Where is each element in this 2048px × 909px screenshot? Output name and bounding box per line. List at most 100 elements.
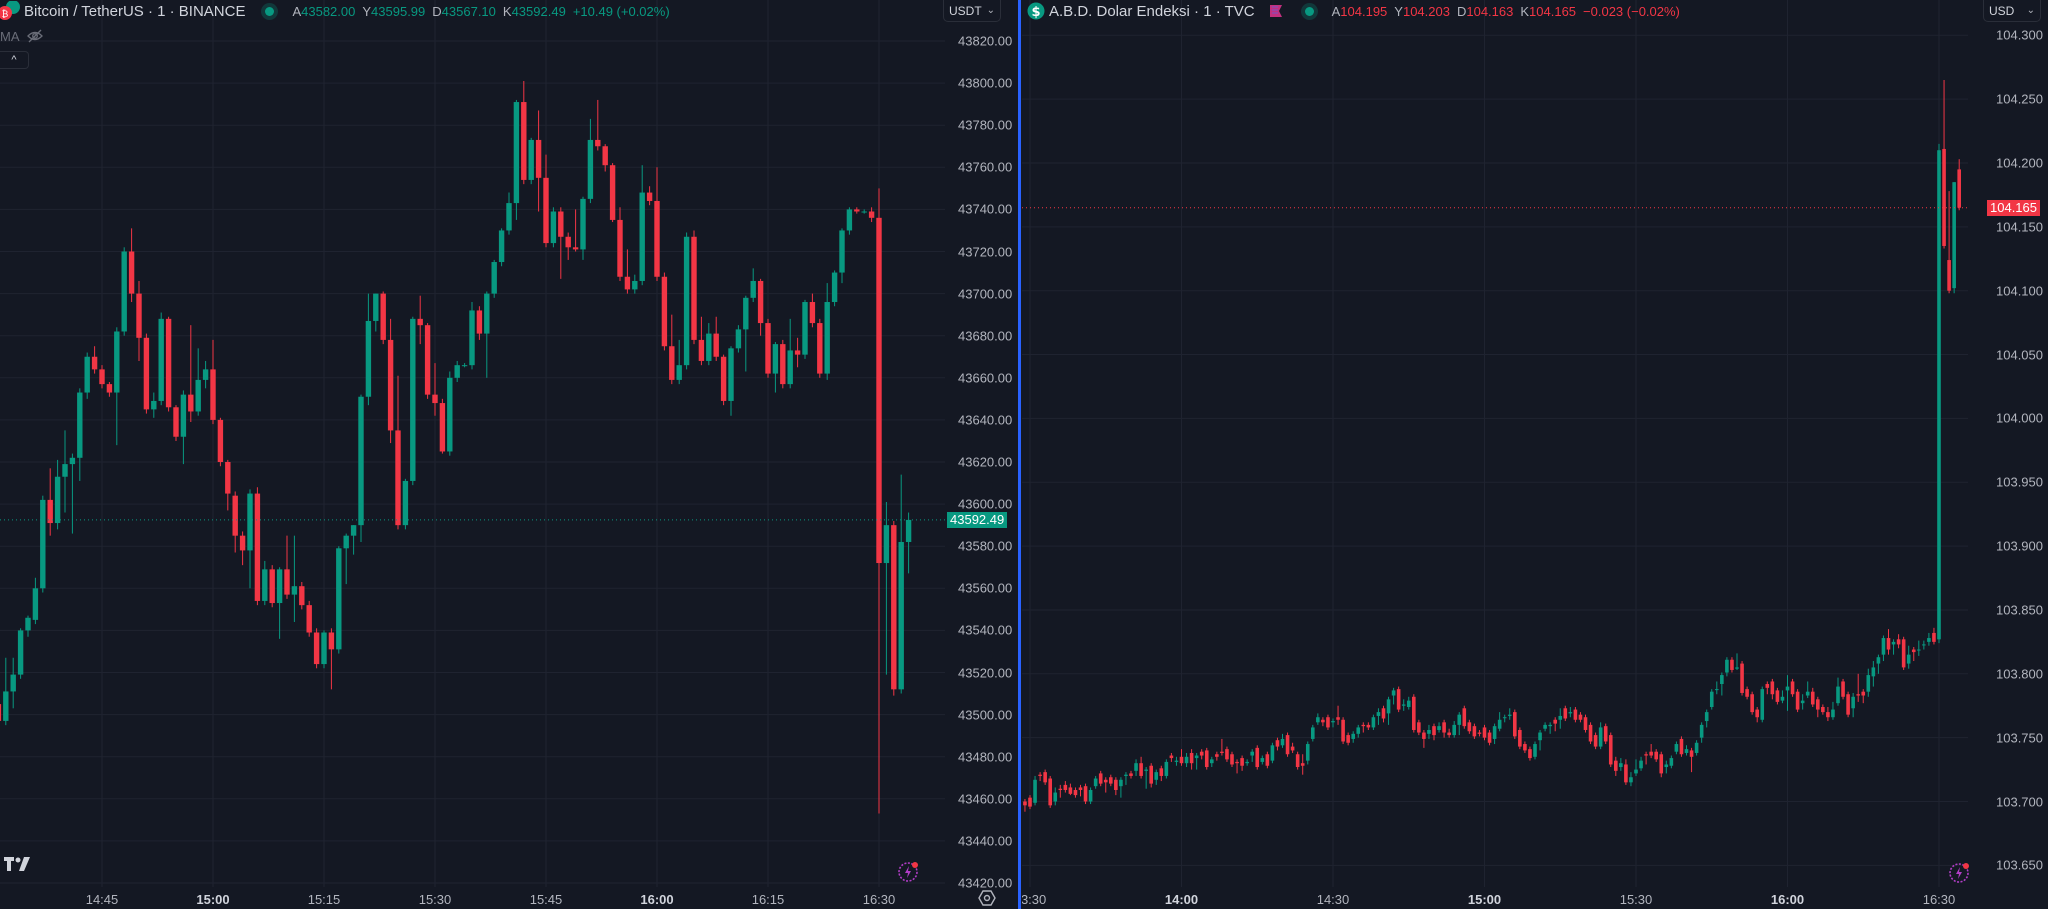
dollar-icon: $ — [1027, 2, 1045, 20]
candle-body — [617, 219, 623, 277]
price-axis-label: 43800.00 — [958, 75, 1013, 91]
indicator-ma[interactable]: MA — [0, 27, 44, 45]
candle — [720, 354, 727, 406]
candle — [1831, 701, 1835, 720]
time-axis[interactable]: 14:45 15:00 15:15 15:30 15:45 16:00 16:15 16:30 — [0, 887, 945, 909]
candle — [77, 388, 83, 481]
candle-body — [1876, 657, 1881, 664]
candle — [1331, 718, 1335, 728]
candle — [683, 232, 690, 370]
candle-body — [1265, 754, 1270, 766]
candle — [1437, 722, 1441, 733]
candle-body — [1583, 717, 1588, 730]
price-axis-label: 43640.00 — [958, 412, 1013, 428]
candle-body — [1679, 738, 1684, 755]
candle-body — [1841, 681, 1845, 697]
market-open-status-icon — [265, 6, 275, 16]
candle — [1038, 772, 1042, 782]
candle-body — [757, 280, 764, 324]
active-pane-divider[interactable] — [1018, 0, 1021, 909]
candle-body — [1452, 724, 1456, 736]
candle-body — [683, 236, 690, 366]
currency-select[interactable]: USDT ⌄ — [943, 0, 1001, 22]
candle — [1543, 722, 1547, 732]
candle-body — [91, 356, 98, 370]
ohlc-open: A43582.00 — [292, 3, 356, 19]
flag-icon[interactable] — [1269, 4, 1283, 18]
candle-body — [1058, 788, 1063, 791]
candle — [1199, 749, 1204, 760]
ohlc-high: Y43595.99 — [362, 3, 426, 19]
candle — [54, 459, 61, 530]
candle — [824, 283, 830, 380]
candle — [1533, 741, 1537, 760]
candle — [62, 430, 68, 513]
candle — [1477, 729, 1482, 737]
candle — [831, 270, 838, 307]
candle-body — [484, 293, 490, 334]
candle-body — [350, 525, 357, 536]
dollar-index-chart-pane[interactable]: 104.300 104.250 104.200 104.150 104.100 104.0… — [1022, 0, 2048, 909]
currency-value: USD — [1989, 3, 2015, 18]
candle — [1406, 696, 1411, 710]
currency-select[interactable]: USD ⌄ — [1983, 0, 2041, 22]
candle — [239, 531, 246, 566]
candle — [1467, 719, 1472, 734]
candle-body — [1639, 760, 1643, 769]
ohlc-close: K104.165 — [1520, 3, 1577, 19]
candle — [1826, 707, 1830, 722]
candle-body — [1447, 732, 1451, 736]
candle — [1386, 696, 1391, 725]
candle — [1114, 777, 1118, 796]
candle — [565, 232, 571, 260]
candle — [1033, 775, 1037, 806]
dollar-index-candlestick-plot[interactable] — [1022, 0, 1968, 887]
candle — [1624, 759, 1628, 785]
candle-body — [609, 165, 616, 220]
bitcoin-chart-pane[interactable]: 43820.00 43800.00 43780.00 43760.00 43740.00… — [0, 0, 1018, 909]
candle — [521, 80, 527, 185]
settings-hexagon-icon[interactable] — [978, 890, 996, 906]
chevron-down-icon: ⌄ — [986, 5, 995, 16]
collapse-legend-button[interactable]: ^ — [0, 51, 29, 69]
symbol-title[interactable]: Bitcoin / TetherUS · 1 · BINANCE — [24, 2, 246, 20]
candle — [1669, 755, 1674, 769]
price-axis[interactable]: 104.300 104.250 104.200 104.150 104.100 104.0… — [1968, 0, 2048, 887]
candle — [1164, 759, 1169, 779]
candle-body — [891, 525, 897, 690]
candle-body — [121, 251, 127, 332]
candle-body — [1699, 724, 1704, 738]
candle-body — [1785, 686, 1790, 691]
candle — [1755, 707, 1759, 723]
candle-body — [1800, 700, 1805, 704]
candle-body — [883, 525, 890, 564]
candle — [1715, 681, 1719, 695]
candle — [1098, 770, 1103, 787]
candle-body — [1523, 744, 1527, 751]
lightning-alert-icon[interactable] — [897, 861, 919, 883]
candle-body — [1533, 744, 1537, 757]
candle-body — [1290, 746, 1295, 751]
lightning-alert-icon[interactable] — [1948, 862, 1970, 884]
candle — [1457, 712, 1462, 736]
price-axis[interactable]: 43820.00 43800.00 43780.00 43760.00 43740.00… — [945, 0, 1018, 891]
candle-body — [1608, 735, 1613, 765]
candle — [1573, 707, 1578, 723]
candle — [269, 565, 275, 608]
tradingview-logo-icon[interactable] — [4, 857, 34, 873]
candle — [1689, 747, 1694, 773]
candle-body — [1720, 675, 1724, 685]
candle-body — [1326, 717, 1330, 728]
candle-body — [1795, 691, 1800, 710]
time-axis[interactable]: 13:30 14:00 14:30 15:00 15:30 16:00 16:30 — [1022, 887, 1968, 909]
bitcoin-candlestick-plot[interactable] — [0, 0, 945, 887]
symbol-title[interactable]: A.B.D. Dolar Endeksi · 1 · TVC — [1049, 2, 1255, 20]
candle-body — [1351, 733, 1355, 739]
candle-body — [905, 519, 912, 542]
candle-body — [1492, 726, 1497, 739]
candle-body — [3, 691, 9, 721]
candle-body — [720, 356, 727, 401]
candle — [188, 325, 194, 423]
eye-hidden-icon[interactable] — [26, 29, 44, 43]
candle-body — [1179, 756, 1184, 764]
